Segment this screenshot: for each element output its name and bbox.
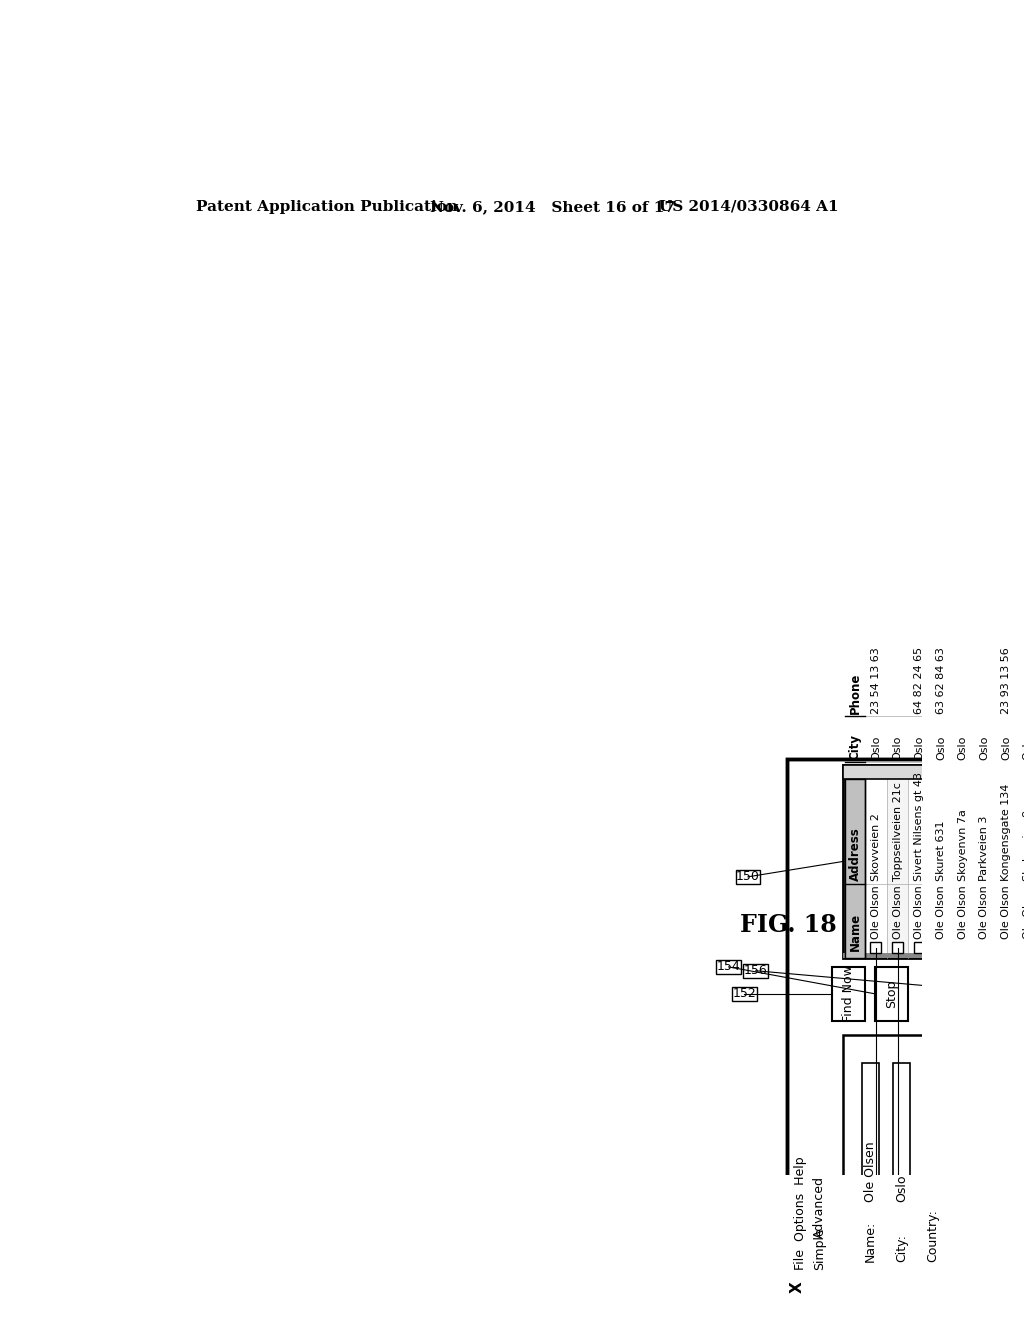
Polygon shape: [844, 1035, 1024, 1274]
Polygon shape: [845, 779, 865, 958]
Text: City:: City:: [895, 1234, 908, 1262]
Text: Toppseilveien 21c: Toppseilveien 21c: [893, 783, 902, 882]
Text: Parkveien 3: Parkveien 3: [979, 816, 989, 882]
Text: 154: 154: [717, 961, 740, 973]
Polygon shape: [833, 966, 865, 1020]
Polygon shape: [887, 779, 908, 958]
Polygon shape: [876, 966, 907, 1020]
Text: FIG. 18: FIG. 18: [740, 912, 837, 937]
Text: Skoyenvn 7a: Skoyenvn 7a: [957, 809, 968, 882]
Bar: [732, 987, 757, 1001]
Text: Phone: Phone: [849, 672, 861, 714]
Polygon shape: [892, 942, 903, 953]
Text: 152: 152: [732, 987, 756, 1001]
Text: Simple: Simple: [813, 1228, 825, 1270]
Text: Ole Olson: Ole Olson: [1023, 886, 1024, 940]
Polygon shape: [998, 1063, 1016, 1213]
Text: Name: Name: [849, 912, 861, 950]
Text: 23 93 13 56: 23 93 13 56: [1001, 647, 1011, 714]
Polygon shape: [924, 1063, 941, 1205]
Polygon shape: [995, 779, 1017, 958]
Polygon shape: [865, 779, 887, 958]
Text: City: City: [849, 734, 861, 760]
Text: Oslo: Oslo: [914, 735, 925, 760]
Polygon shape: [844, 766, 1024, 779]
Text: Oslo: Oslo: [957, 735, 968, 760]
Polygon shape: [930, 779, 952, 958]
Polygon shape: [786, 1276, 1024, 1298]
Polygon shape: [952, 779, 974, 958]
Bar: [716, 960, 741, 974]
Text: Advanced: Advanced: [813, 1176, 825, 1238]
Polygon shape: [977, 1063, 993, 1213]
Text: Find Now: Find Now: [843, 965, 855, 1022]
Text: 23 54 13 63: 23 54 13 63: [870, 647, 881, 714]
Text: Ole Olson: Ole Olson: [979, 886, 989, 940]
Text: X: X: [791, 1282, 805, 1294]
Polygon shape: [1019, 966, 1024, 1020]
Polygon shape: [893, 1063, 910, 1205]
Text: Sivert Nilsens gt 43: Sivert Nilsens gt 43: [914, 772, 925, 882]
Text: Skuret 631: Skuret 631: [936, 821, 946, 882]
Text: Ole Olson: Ole Olson: [936, 886, 946, 940]
Text: 64 82 24 65: 64 82 24 65: [914, 647, 925, 714]
Text: Oslo: Oslo: [1001, 735, 1011, 760]
Text: Ole Olson: Ole Olson: [1001, 886, 1011, 940]
Text: Skoleveien 9: Skoleveien 9: [1023, 810, 1024, 882]
Text: Ole Olson: Ole Olson: [957, 886, 968, 940]
Polygon shape: [913, 942, 925, 953]
Polygon shape: [955, 1063, 972, 1213]
Text: Oslo: Oslo: [895, 1175, 908, 1201]
Text: Ole Olson: Ole Olson: [914, 886, 925, 940]
Polygon shape: [974, 779, 995, 958]
Bar: [735, 870, 761, 884]
Text: Ole Olson: Ole Olson: [893, 886, 902, 940]
Polygon shape: [844, 766, 1024, 958]
Polygon shape: [870, 942, 882, 953]
Text: File  Options  Help: File Options Help: [795, 1156, 807, 1270]
Text: Skovveien 2: Skovveien 2: [870, 813, 881, 882]
Text: Oslo: Oslo: [979, 735, 989, 760]
Polygon shape: [811, 1181, 827, 1233]
Polygon shape: [1017, 779, 1024, 958]
Text: Oslo: Oslo: [870, 735, 881, 760]
Text: Ole Olson: Ole Olson: [870, 886, 881, 940]
Polygon shape: [936, 942, 946, 953]
Text: Address: Address: [849, 828, 861, 882]
Polygon shape: [979, 942, 990, 953]
Text: Ole Olsen: Ole Olsen: [864, 1140, 877, 1201]
Polygon shape: [862, 1063, 879, 1205]
Text: Oslo: Oslo: [936, 735, 946, 760]
Text: Name:: Name:: [864, 1221, 877, 1262]
Text: Stop: Stop: [885, 979, 898, 1008]
Text: Oslo: Oslo: [893, 735, 902, 760]
Text: 156: 156: [743, 964, 768, 977]
Polygon shape: [908, 779, 930, 958]
Polygon shape: [1022, 942, 1024, 953]
Text: Patent Application Publication: Patent Application Publication: [197, 199, 458, 214]
Text: Kongensgate 134: Kongensgate 134: [1001, 784, 1011, 882]
Polygon shape: [788, 1278, 807, 1296]
Text: 63 62 84 63: 63 62 84 63: [936, 647, 946, 714]
Polygon shape: [844, 953, 1024, 958]
Text: Country:: Country:: [926, 1209, 939, 1262]
Text: US 2014/0330864 A1: US 2014/0330864 A1: [658, 199, 839, 214]
Polygon shape: [1000, 942, 1012, 953]
Polygon shape: [786, 759, 1024, 1298]
Text: Oslo: Oslo: [1023, 735, 1024, 760]
Bar: [743, 964, 768, 978]
Text: 150: 150: [736, 870, 760, 883]
Polygon shape: [957, 942, 968, 953]
Text: Nov. 6, 2014   Sheet 16 of 17: Nov. 6, 2014 Sheet 16 of 17: [430, 199, 675, 214]
